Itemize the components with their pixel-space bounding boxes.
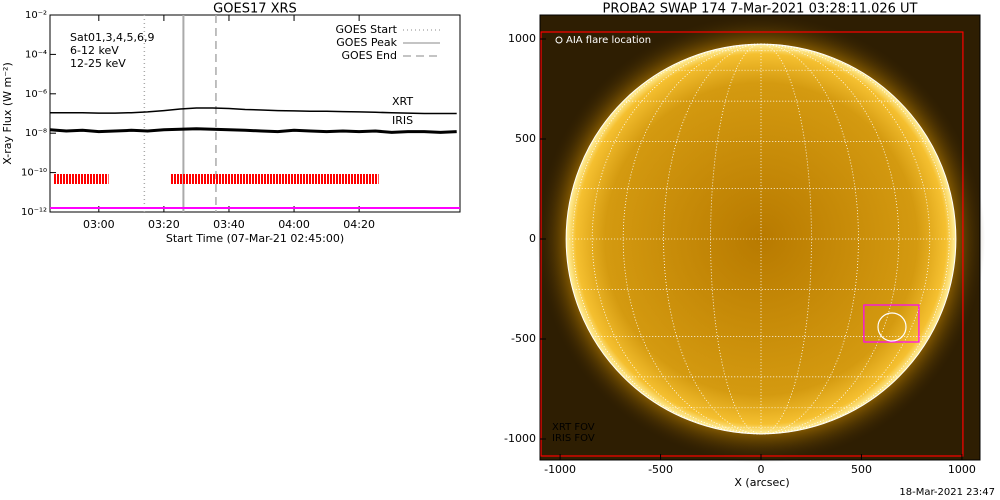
y-tick-label: 10⁻¹⁰ [21, 168, 47, 179]
xrt-coverage [53, 174, 109, 184]
xrt-coverage [170, 174, 379, 184]
longitude-line [761, 43, 930, 435]
longitude-line [761, 43, 900, 435]
x-tick-label: 1000 [948, 463, 976, 476]
y-axis-label: X-ray Flux (W m⁻²) [1, 62, 14, 164]
fov-box [863, 304, 920, 343]
x-tick-label: -500 [648, 463, 673, 476]
channel-label: 6-12 keV [70, 44, 119, 57]
plot-frame [539, 14, 981, 461]
legend-label: GOES End [341, 49, 397, 62]
y-tick-label: -1000 [504, 432, 536, 445]
longitude-line [572, 43, 762, 435]
annotation: XRT [392, 95, 413, 108]
legend-symbol [555, 36, 563, 44]
y-tick-label: 10⁻⁸ [25, 128, 47, 139]
longitude-line [761, 43, 950, 435]
y-tick-label: 10⁻⁶ [25, 89, 47, 100]
legend-label: GOES Start [336, 23, 398, 36]
sun-disk [566, 44, 956, 434]
x-axis-label: Start Time (07-Mar-21 02:45:00) [166, 232, 344, 245]
x-tick-label: 04:00 [278, 218, 310, 231]
y-tick-label: 10⁻⁴ [25, 49, 47, 60]
x-tick-label: 500 [851, 463, 872, 476]
y-tick-label: -500 [511, 332, 536, 345]
x-tick-label: 03:40 [213, 218, 245, 231]
fov-box [540, 31, 964, 457]
x-tick-label: -1000 [544, 463, 576, 476]
y-tick-label: 500 [515, 132, 536, 145]
channel-label: 12-25 keV [70, 57, 126, 70]
fov-legend: XRT FOV [552, 422, 595, 433]
flare-legend: AIA flare location [566, 35, 651, 46]
x-tick-label: 0 [758, 463, 765, 476]
channel-label: Sat01,3,4,5,6,9 [70, 31, 155, 44]
flare-marker [877, 312, 907, 342]
y-tick-label: 1000 [508, 32, 536, 45]
plot-frame [49, 14, 461, 213]
longitude-line [592, 43, 762, 435]
y-tick-label: 10⁻² [25, 10, 47, 21]
chart-title: GOES17 XRS [213, 2, 297, 17]
x-tick-label: 03:00 [83, 218, 115, 231]
annotation: IRIS [392, 114, 413, 127]
longitude-line [623, 43, 762, 435]
x-tick-label: 03:20 [148, 218, 180, 231]
x-tick-label: 04:20 [343, 218, 375, 231]
timestamp: 18-Mar-2021 23:47 [899, 487, 995, 498]
limb [565, 43, 957, 435]
y-tick-label: 0 [529, 232, 536, 245]
x-axis-label: X (arcsec) [734, 476, 789, 489]
flux-line [49, 127, 457, 134]
chart-title: PROBA2 SWAP 174 7-Mar-2021 03:28:11.026 … [602, 2, 917, 17]
legend-label: GOES Peak [336, 36, 397, 49]
flux-line [50, 107, 457, 115]
fov-legend: IRIS FOV [552, 433, 595, 444]
y-tick-label: 10⁻¹² [21, 207, 47, 218]
